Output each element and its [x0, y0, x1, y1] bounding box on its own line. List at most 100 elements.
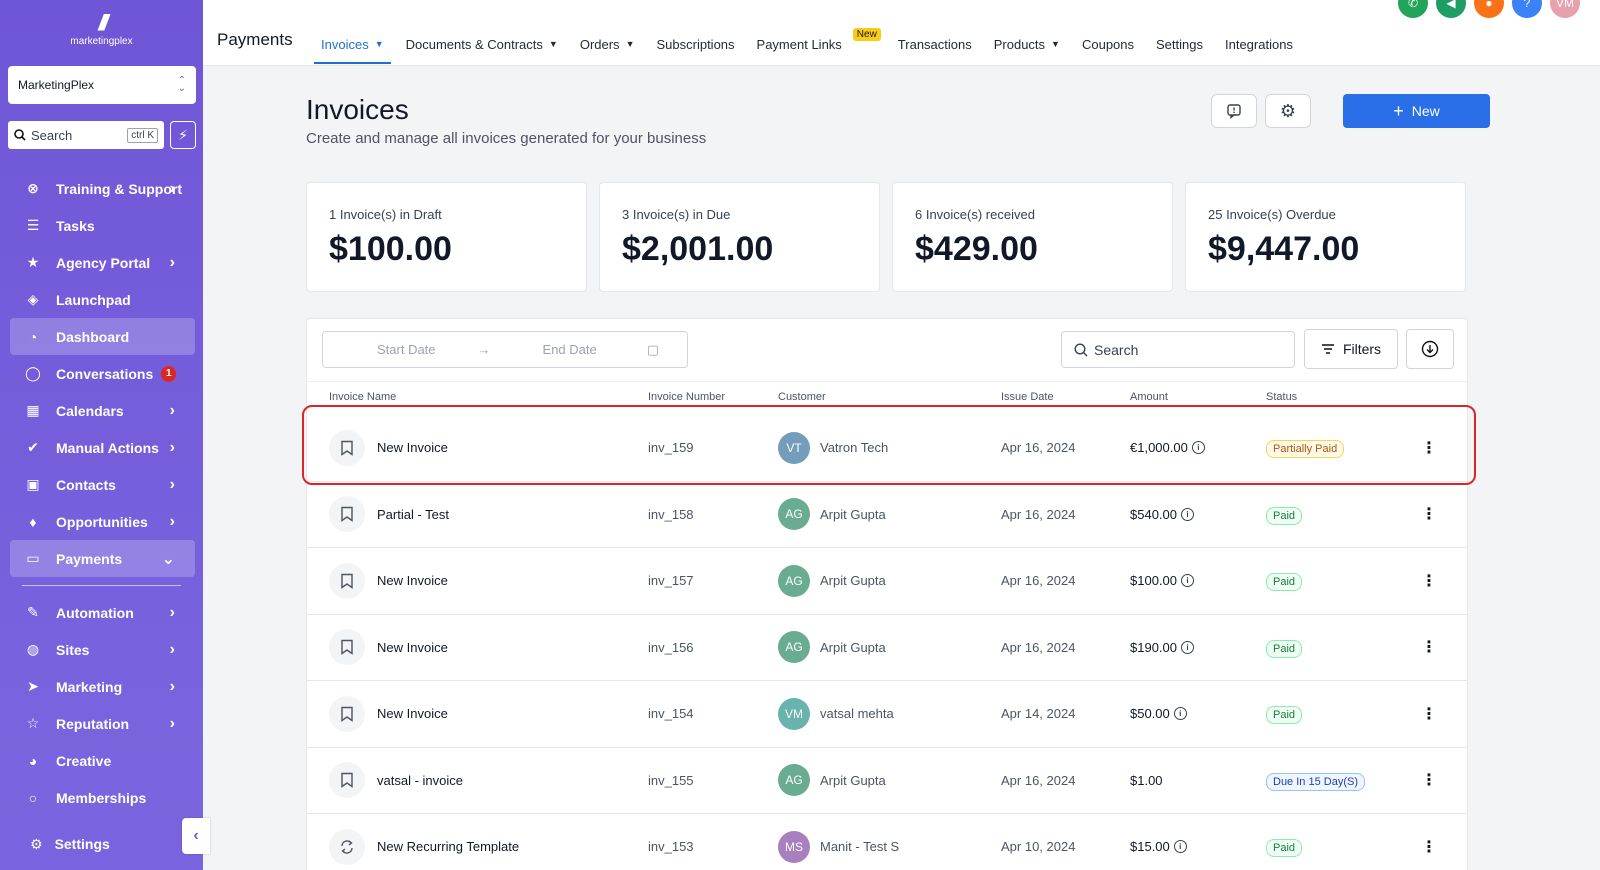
- status-badge: Paid: [1266, 706, 1303, 725]
- tab-settings[interactable]: Settings: [1145, 22, 1214, 66]
- table-row[interactable]: Partial - Test inv_158 AG Arpit Gupta Apr 16…: [307, 482, 1467, 548]
- more-options-button[interactable]: ⋮: [1421, 837, 1437, 857]
- invoice-name[interactable]: New Recurring Template: [377, 839, 520, 855]
- invoice-name-cell: New Invoice: [329, 429, 448, 466]
- stat-label: 6 Invoice(s) received: [915, 207, 1035, 222]
- sidebar-item-memberships[interactable]: ○ Memberships: [0, 779, 195, 816]
- sidebar-item-label: Calendars: [56, 402, 124, 419]
- table-row[interactable]: New Recurring Template inv_153 MS Manit - T…: [307, 814, 1467, 870]
- chevron-right-icon: ›: [169, 677, 175, 695]
- invoice-name[interactable]: vatsal - invoice: [377, 772, 463, 788]
- sidebar-item-manual-actions[interactable]: ✔ Manual Actions ›: [0, 429, 195, 466]
- chevron-right-icon: ›: [169, 401, 175, 419]
- sidebar-item-launchpad[interactable]: ◈ Launchpad: [0, 281, 195, 318]
- customer-name: Arpit Gupta: [820, 506, 886, 522]
- customer-cell: AG Arpit Gupta: [778, 564, 886, 597]
- col-header-issue-date[interactable]: Issue Date: [1001, 390, 1054, 403]
- table-row[interactable]: New Invoice inv_154 VM vatsal mehta Apr 14, …: [307, 681, 1467, 748]
- stat-label: 25 Invoice(s) Overdue: [1208, 207, 1336, 222]
- invoice-name[interactable]: New Invoice: [377, 706, 448, 722]
- settings-button[interactable]: ⚙: [1265, 94, 1311, 128]
- invoice-name[interactable]: New Invoice: [377, 639, 448, 655]
- invoice-number: inv_158: [648, 506, 694, 522]
- recurring-icon: [329, 828, 365, 865]
- tab-invoices[interactable]: Invoices ▼: [310, 22, 395, 66]
- tab-coupons[interactable]: Coupons: [1071, 22, 1145, 66]
- globe-icon: ◍: [26, 641, 40, 657]
- more-options-button[interactable]: ⋮: [1421, 504, 1437, 524]
- col-header-amount[interactable]: Amount: [1130, 390, 1168, 403]
- sidebar-item-reputation[interactable]: ☆ Reputation ›: [0, 705, 195, 742]
- more-options-button[interactable]: ⋮: [1421, 704, 1437, 724]
- tab-products[interactable]: Products ▼: [983, 22, 1071, 66]
- sidebar-item-marketing[interactable]: ➤ Marketing ›: [0, 668, 195, 705]
- tab-integrations[interactable]: Integrations: [1214, 22, 1304, 66]
- sidebar-item-creative[interactable]: ◕ Creative: [0, 742, 195, 779]
- info-icon[interactable]: i: [1173, 707, 1187, 721]
- new-invoice-button[interactable]: + New: [1343, 94, 1490, 128]
- table-row[interactable]: New Invoice inv_159 VT Vatron Tech Apr 16, 2…: [307, 415, 1467, 482]
- issue-date: Apr 16, 2024: [1001, 506, 1076, 522]
- tab-transactions[interactable]: Transactions: [887, 22, 983, 66]
- download-button[interactable]: [1406, 329, 1454, 369]
- more-options-button[interactable]: ⋮: [1421, 438, 1437, 458]
- tab-orders[interactable]: Orders ▼: [569, 22, 646, 66]
- invoice-name[interactable]: New Invoice: [377, 440, 448, 456]
- sidebar-item-automation[interactable]: ✎ Automation ›: [0, 594, 195, 631]
- user-avatar[interactable]: VM: [1550, 0, 1580, 18]
- sidebar-item-calendars[interactable]: ▦ Calendars ›: [0, 392, 195, 429]
- table-search-input[interactable]: Search: [1061, 331, 1295, 368]
- sidebar-item-label: Reputation: [56, 715, 130, 732]
- date-range-picker[interactable]: Start Date → End Date ▢: [322, 331, 688, 368]
- avatar: VT: [778, 431, 810, 464]
- col-header-invoice-number[interactable]: Invoice Number: [648, 390, 726, 403]
- col-header-customer[interactable]: Customer: [778, 390, 826, 403]
- amount-value: $190.00: [1130, 639, 1177, 655]
- sidebar-settings[interactable]: ⚙ Settings: [0, 818, 203, 870]
- sidebar-item-payments[interactable]: ▭ Payments ⌄: [10, 540, 195, 577]
- tab-payment-links[interactable]: Payment Links New: [746, 22, 881, 66]
- quick-actions-button[interactable]: ⚡: [170, 121, 196, 149]
- feedback-button[interactable]: [1211, 94, 1257, 128]
- info-icon[interactable]: i: [1181, 640, 1194, 654]
- col-header-invoice-name[interactable]: Invoice Name: [329, 390, 397, 403]
- account-switcher[interactable]: MarketingPlex ⌃ ⌄: [8, 66, 196, 104]
- sidebar-search-placeholder: Search: [31, 127, 73, 143]
- sidebar-item-conversations[interactable]: ◯ Conversations 1: [0, 355, 195, 392]
- info-icon[interactable]: i: [1191, 441, 1205, 455]
- more-options-button[interactable]: ⋮: [1421, 571, 1437, 591]
- more-options-button[interactable]: ⋮: [1421, 637, 1437, 657]
- info-icon[interactable]: i: [1181, 507, 1194, 521]
- table-header: Invoice Name Invoice Number Customer Iss…: [307, 381, 1467, 411]
- sidebar-item-tasks[interactable]: ☰ Tasks: [0, 207, 195, 244]
- sidebar-item-contacts[interactable]: ▣ Contacts ›: [0, 466, 195, 503]
- tab-subscriptions[interactable]: Subscriptions: [645, 22, 745, 66]
- account-name: MarketingPlex: [18, 78, 95, 92]
- bell-icon[interactable]: ●: [1474, 0, 1504, 18]
- logo[interactable]: /// marketingplex: [0, 0, 203, 58]
- sidebar-search-input[interactable]: Search ctrl K: [8, 121, 164, 149]
- issue-date: Apr 16, 2024: [1001, 639, 1076, 655]
- table-row[interactable]: New Invoice inv_157 AG Arpit Gupta Apr 16, 2…: [307, 548, 1467, 615]
- table-row[interactable]: New Invoice inv_156 AG Arpit Gupta Apr 16, 2…: [307, 615, 1467, 681]
- invoice-name[interactable]: Partial - Test: [377, 506, 450, 522]
- sidebar-item-agency-portal[interactable]: ★ Agency Portal ›: [0, 244, 195, 281]
- col-header-status[interactable]: Status: [1266, 390, 1298, 403]
- collapse-sidebar-button[interactable]: ‹: [182, 818, 210, 854]
- sidebar-item-training-support[interactable]: ⊗ Training & Support ›: [0, 170, 195, 207]
- phone-icon[interactable]: ✆: [1398, 0, 1428, 18]
- info-icon[interactable]: i: [1181, 574, 1194, 588]
- info-icon[interactable]: i: [1173, 840, 1187, 854]
- table-row[interactable]: vatsal - invoice inv_155 AG Arpit Gupta Apr …: [307, 748, 1467, 814]
- customer-cell: MS Manit - Test S: [778, 830, 899, 863]
- invoice-name[interactable]: New Invoice: [377, 573, 448, 589]
- sidebar-item-sites[interactable]: ◍ Sites ›: [0, 631, 195, 668]
- more-options-button[interactable]: ⋮: [1421, 770, 1437, 790]
- filters-button[interactable]: Filters: [1304, 329, 1398, 369]
- tab-documents-contracts[interactable]: Documents & Contracts ▼: [395, 22, 569, 66]
- amount-value: $50.00: [1130, 706, 1170, 722]
- sidebar-item-opportunities[interactable]: ♦ Opportunities ›: [0, 503, 195, 540]
- sidebar-item-dashboard[interactable]: ◔ Dashboard: [10, 318, 195, 355]
- help-icon[interactable]: ?: [1512, 0, 1542, 18]
- megaphone-icon[interactable]: ◀: [1436, 0, 1466, 18]
